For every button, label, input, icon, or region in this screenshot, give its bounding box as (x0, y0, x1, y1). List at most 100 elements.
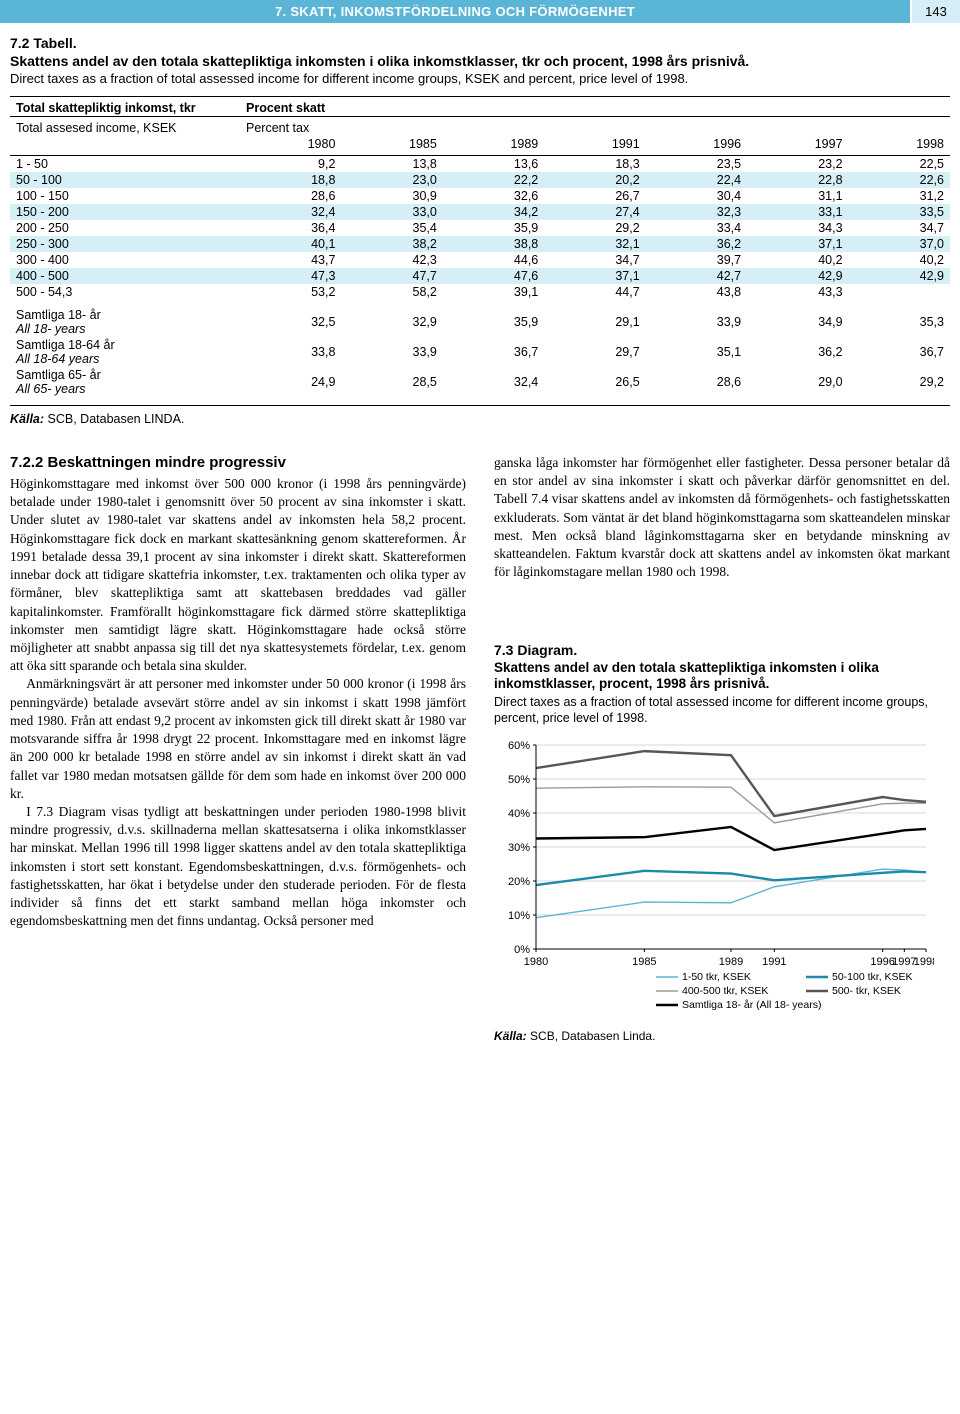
svg-text:20%: 20% (508, 876, 530, 888)
cell-value: 23,0 (341, 172, 442, 188)
table-heading: 7.2 Tabell. (10, 35, 950, 51)
cell-value: 32,6 (443, 188, 544, 204)
cell-value: 32,4 (240, 204, 341, 220)
cell-value: 30,4 (646, 188, 747, 204)
body-paragraph: Höginkomsttagare med inkomst över 500 00… (10, 475, 466, 675)
svg-text:60%: 60% (508, 740, 530, 752)
cell-value: 33,8 (240, 337, 341, 367)
cell-value: 27,4 (544, 204, 645, 220)
table-row: 150 - 20032,433,034,227,432,333,133,5 (10, 204, 950, 220)
cell-value: 29,2 (849, 367, 950, 397)
cell-value: 43,8 (646, 284, 747, 300)
cell-value: 32,5 (240, 300, 341, 337)
diagram-subtitle-sv: Skattens andel av den totala skatteplikt… (494, 660, 950, 694)
table-row: 250 - 30040,138,238,832,136,237,137,0 (10, 236, 950, 252)
year-header: 1985 (341, 136, 442, 156)
cell-value: 18,3 (544, 156, 645, 173)
row-label: 50 - 100 (10, 172, 240, 188)
cell-value: 47,7 (341, 268, 442, 284)
cell-value: 34,9 (747, 300, 848, 337)
cell-value: 23,2 (747, 156, 848, 173)
svg-text:0%: 0% (514, 944, 530, 956)
row-label: 1 - 50 (10, 156, 240, 173)
cell-value: 30,9 (341, 188, 442, 204)
cell-value: 47,6 (443, 268, 544, 284)
cell-value: 33,1 (747, 204, 848, 220)
year-header: 1997 (747, 136, 848, 156)
cell-value: 35,9 (443, 300, 544, 337)
chapter-title: 7. SKATT, INKOMSTFÖRDELNING OCH FÖRMÖGEN… (0, 0, 910, 23)
diagram-subtitle-en: Direct taxes as a fraction of total asse… (494, 695, 950, 726)
row-label: 250 - 300 (10, 236, 240, 252)
right-column: ganska låga inkomster har förmögenhet el… (494, 454, 950, 1043)
row-label: 100 - 150 (10, 188, 240, 204)
cell-value: 40,1 (240, 236, 341, 252)
cell-value: 31,2 (849, 188, 950, 204)
cell-value: 36,7 (849, 337, 950, 367)
cell-value: 34,7 (849, 220, 950, 236)
chart-source-text: SCB, Databasen Linda. (527, 1029, 656, 1043)
svg-text:10%: 10% (508, 910, 530, 922)
cell-value: 22,4 (646, 172, 747, 188)
table-row: 500 - 54,353,258,239,144,743,843,3 (10, 284, 950, 300)
table-subtitle-en: Direct taxes as a fraction of total asse… (10, 71, 950, 86)
cell-value: 22,2 (443, 172, 544, 188)
svg-text:1985: 1985 (632, 956, 656, 968)
line-chart: 0%10%20%30%40%50%60%19801985198919911996… (494, 737, 950, 1027)
cell-value: 13,8 (341, 156, 442, 173)
row-label: 300 - 400 (10, 252, 240, 268)
page-number: 143 (912, 0, 960, 23)
cell-value: 38,8 (443, 236, 544, 252)
cell-value: 33,9 (646, 300, 747, 337)
cell-value: 28,6 (646, 367, 747, 397)
summary-row: Samtliga 65- årAll 65- years24,928,532,4… (10, 367, 950, 397)
svg-text:Samtliga 18- år (All 18- years: Samtliga 18- år (All 18- years) (682, 999, 821, 1011)
cell-value: 18,8 (240, 172, 341, 188)
cell-value: 35,1 (646, 337, 747, 367)
svg-text:400-500 tkr, KSEK: 400-500 tkr, KSEK (682, 985, 768, 997)
cell-value: 22,8 (747, 172, 848, 188)
year-header: 1989 (443, 136, 544, 156)
cell-value: 32,4 (443, 367, 544, 397)
cell-value: 28,6 (240, 188, 341, 204)
table-source: Källa: SCB, Databasen LINDA. (10, 412, 950, 426)
cell-value: 32,9 (341, 300, 442, 337)
cell-value: 22,5 (849, 156, 950, 173)
cell-value: 29,0 (747, 367, 848, 397)
cell-value: 40,2 (849, 252, 950, 268)
row-label: 200 - 250 (10, 220, 240, 236)
row-label: 500 - 54,3 (10, 284, 240, 300)
cell-value: 43,3 (747, 284, 848, 300)
cell-value: 33,5 (849, 204, 950, 220)
summary-label: Samtliga 18- årAll 18- years (10, 300, 240, 337)
cell-value: 35,4 (341, 220, 442, 236)
table-row: 100 - 15028,630,932,626,730,431,131,2 (10, 188, 950, 204)
chart-source-label: Källa: (494, 1029, 527, 1043)
section-heading: 7.2.2 Beskattningen mindre progressiv (10, 454, 466, 471)
chart-source: Källa: SCB, Databasen Linda. (494, 1029, 950, 1043)
summary-row: Samtliga 18- årAll 18- years32,532,935,9… (10, 300, 950, 337)
cell-value: 34,3 (747, 220, 848, 236)
svg-text:500- tkr, KSEK: 500- tkr, KSEK (832, 985, 901, 997)
cell-value: 28,5 (341, 367, 442, 397)
cell-value: 35,9 (443, 220, 544, 236)
cell-value: 33,4 (646, 220, 747, 236)
cell-value: 32,1 (544, 236, 645, 252)
cell-value: 33,9 (341, 337, 442, 367)
cell-value: 37,0 (849, 236, 950, 252)
cell-value: 26,7 (544, 188, 645, 204)
diagram-block: 7.3 Diagram. Skattens andel av den total… (494, 642, 950, 1043)
year-header: 1991 (544, 136, 645, 156)
body-paragraph: ganska låga inkomster har förmögenhet el… (494, 454, 950, 582)
body-paragraph: I 7.3 Diagram visas tydligt att beskattn… (10, 803, 466, 931)
source-text: SCB, Databasen LINDA. (44, 412, 184, 426)
cell-value: 35,3 (849, 300, 950, 337)
col2-head-en: Percent tax (240, 117, 950, 137)
row-label: 400 - 500 (10, 268, 240, 284)
table-row: 400 - 50047,347,747,637,142,742,942,9 (10, 268, 950, 284)
cell-value: 43,7 (240, 252, 341, 268)
summary-label: Samtliga 18-64 årAll 18-64 years (10, 337, 240, 367)
svg-text:50%: 50% (508, 774, 530, 786)
source-label: Källa: (10, 412, 44, 426)
cell-value: 36,4 (240, 220, 341, 236)
